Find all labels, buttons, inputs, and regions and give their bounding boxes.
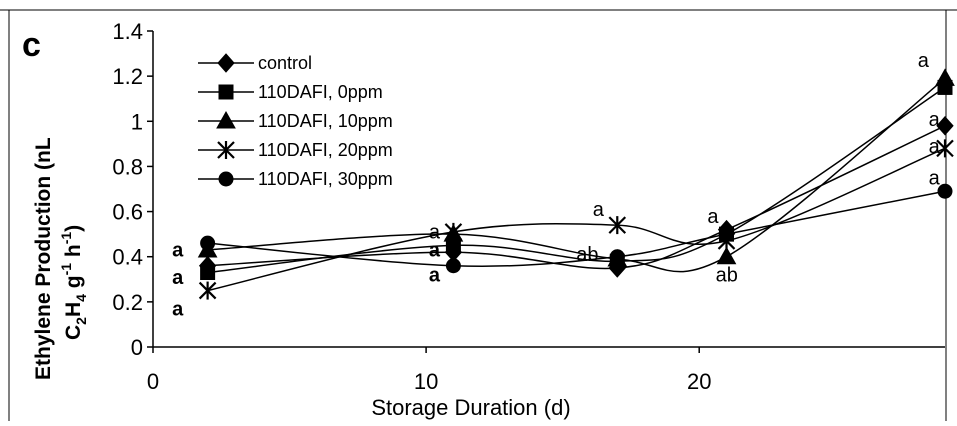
axes <box>147 30 945 353</box>
series-layer <box>197 68 955 300</box>
legend-label: 110DAFI, 30ppm <box>258 169 393 189</box>
significance-letter: a <box>918 50 930 72</box>
data-point-star <box>936 139 954 158</box>
data-point-circle <box>719 226 735 242</box>
significance-letter: a <box>929 167 941 189</box>
data-point-star <box>608 216 627 235</box>
tick-labels: 0 0.2 0.4 0.6 0.8 1 1.2 1.4 0 10 20 <box>112 19 711 394</box>
y-tick-label: 1 <box>131 109 143 134</box>
legend-entry: 110DAFI, 20ppm <box>198 140 393 160</box>
legend-entry: 110DAFI, 0ppm <box>198 82 383 102</box>
y-tick-label: 0.8 <box>112 154 143 179</box>
data-point-circle <box>445 258 461 274</box>
y-tick-label: 0.2 <box>112 290 143 315</box>
data-point-circle <box>200 235 216 251</box>
x-tick-label: 20 <box>687 369 711 394</box>
legend-marker-triangle <box>216 110 236 129</box>
legend: control 110DAFI, 0ppm 110DAFI, 10ppm 110DAF… <box>198 53 393 189</box>
data-point-circle <box>937 183 953 199</box>
significance-letter: a <box>429 240 441 262</box>
y-tick-label: 1.4 <box>112 19 143 44</box>
legend-entry: 110DAFI, 30ppm <box>198 169 393 189</box>
data-point-triangle <box>716 246 737 265</box>
legend-label: 110DAFI, 20ppm <box>258 140 393 160</box>
significance-letter: a <box>707 206 719 228</box>
significance-letter: a <box>172 240 184 262</box>
significance-letter: a <box>172 267 184 289</box>
legend-label: control <box>258 53 312 73</box>
legend-marker-star <box>217 141 235 159</box>
legend-marker-square <box>218 84 234 100</box>
significance-letter: a <box>429 222 441 244</box>
x-tick-label: 10 <box>414 369 438 394</box>
legend-marker-diamond <box>217 53 235 73</box>
legend-label: 110DAFI, 0ppm <box>258 82 383 102</box>
data-point-triangle <box>935 68 955 86</box>
panel-label: c <box>22 26 41 64</box>
significance-letter: a <box>929 136 941 158</box>
legend-marker-circle <box>218 171 234 187</box>
x-tick-label: 0 <box>147 369 159 394</box>
legend-label: 110DAFI, 10ppm <box>258 111 393 131</box>
data-point-star <box>444 222 463 241</box>
y-tick-label: 1.2 <box>112 64 143 89</box>
significance-letter: a <box>429 265 441 287</box>
y-axis-title: Ethylene Production (nL C2H4 g-1 h-1) <box>32 137 89 380</box>
data-point-square <box>200 265 216 281</box>
significance-letter: a <box>593 199 605 221</box>
legend-entry: control <box>198 53 312 73</box>
significance-letter: a <box>929 109 941 131</box>
significance-letter: ab <box>716 265 738 287</box>
y-tick-label: 0.4 <box>112 245 143 270</box>
significance-letter: a <box>172 298 184 320</box>
significance-letter: ab <box>576 244 598 266</box>
legend-entry: 110DAFI, 10ppm <box>198 110 393 131</box>
series-4 <box>200 183 953 274</box>
data-point-circle <box>609 249 625 265</box>
y-axis-title-line2: C2H4 g-1 h-1) <box>58 225 89 340</box>
y-tick-label: 0 <box>131 335 143 360</box>
data-point-diamond <box>936 116 954 136</box>
y-tick-label: 0.6 <box>112 200 143 225</box>
y-axis-title-line1: Ethylene Production (nL <box>32 137 55 380</box>
series-3 <box>198 139 954 300</box>
x-axis-title: Storage Duration (d) <box>371 395 570 420</box>
data-point-star <box>198 281 217 300</box>
